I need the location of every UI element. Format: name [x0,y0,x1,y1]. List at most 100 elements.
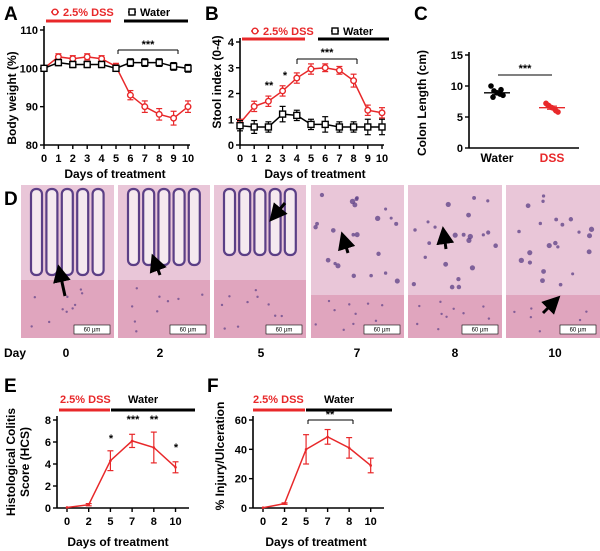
chart-a-xtick-label: 0 [41,153,47,165]
histology-crypt [157,187,171,267]
histology-arrow [149,253,167,276]
histology-nucleus [71,307,74,310]
histology-arrow [436,226,455,250]
chart-a-series [40,53,192,126]
chart-b-point [250,102,258,110]
chart-a-point [69,60,77,69]
histology-nucleus [333,308,336,312]
histology-nucleus [427,241,432,246]
histology-nucleus [546,302,550,305]
chart-b-point [278,110,287,118]
chart-a-legend-dss-label: 2.5% DSS [63,7,114,19]
histology-nucleus [80,292,84,295]
chart-b-ytick-label: 0 [228,140,234,152]
histology-nucleus [449,284,455,290]
chart-b-point [293,111,301,120]
histology-nucleus [73,303,77,307]
chart-e-ylabel-line1: Histological Colitis [4,408,18,516]
histology-nucleus [482,305,485,308]
histology-nucleus [555,301,558,304]
chart-f-point [347,446,351,450]
histology-nucleus [568,217,574,222]
chart-a-xlabel: Days of treatment [64,167,165,181]
histology-nucleus [369,273,373,278]
chart-b-point [378,123,386,131]
histology-nucleus [487,317,491,320]
chart-a-point [126,91,134,99]
histology-scale-box [169,324,207,335]
histology-nucleus [177,297,180,301]
chart-b-ylabel: Stool index (0-4) [210,35,224,128]
chart-b-legend-water-label: Water [343,26,374,38]
histology-nucleus [158,295,161,298]
histology-day-label: 5 [258,346,265,360]
histology-nucleus [351,232,356,237]
chart-a-point [184,103,192,111]
chart-e-point [174,466,177,469]
chart-c-point [500,92,506,99]
histology-nucleus [416,322,419,326]
chart-b-star-day2: ** [265,80,274,92]
chart-a-point [97,60,106,69]
chart-f-axes: 0 20 40 60 0 2 5 7 8 10 [235,415,384,528]
histology-nucleus [61,308,64,311]
chart-e: 0 2 4 6 8 0 2 5 7 8 10 Histological Colitis Score … [4,394,195,549]
chart-e-xtick-label: 7 [129,516,135,528]
histology-crypt [91,187,105,277]
chart-c-point [488,83,494,89]
chart-c-sig: *** [519,63,533,75]
histology-nucleus [335,263,341,269]
histology-arrow [338,231,356,254]
histology-nucleus [553,240,558,246]
chart-a-point [54,58,63,67]
chart-a-point [155,58,163,67]
histology-nucleus [223,327,226,330]
histology-nucleus [352,322,355,326]
histology-nucleus [135,287,139,290]
chart-e-star-day5: * [109,433,114,445]
histology-crypt [268,187,282,257]
histology-nucleus [461,232,466,237]
histology-nucleus [560,222,565,227]
chart-b-series [236,63,386,136]
chart-c-ytick-label: 10 [451,81,463,93]
histology-nucleus [79,288,83,291]
chart-e-axes: 0 2 4 6 8 0 2 5 7 8 10 [45,415,189,528]
histology-nucleus [440,312,443,316]
histology-nucleus [540,278,545,284]
chart-e-ytick-label: 2 [45,481,51,493]
histology-scale-text: 60 µm [276,328,293,334]
histology-nucleus [394,221,399,226]
chart-b-point [279,87,287,95]
chart-b-ytick-label: 1 [228,114,234,126]
chart-a-legend-dss-marker [51,8,59,16]
histology-nucleus [586,249,592,255]
histology-nucleus [130,305,134,308]
chart-c-category-label: DSS [540,151,565,165]
chart-f-ytick-label: 20 [235,474,247,486]
histology-nucleus [413,228,417,232]
chart-e-xtick-label: 10 [169,516,181,528]
histology-nucleus [380,304,384,307]
histology-crypt [29,187,44,277]
histology-nucleus [527,250,533,256]
chart-c-point [490,94,496,100]
chart-b-point [321,64,329,72]
chart-f-sig: ** [326,409,335,421]
histology-nucleus [389,216,393,220]
chart-c-series [484,83,565,115]
chart-b-xtick-label: 6 [322,153,328,165]
histology-scale-box [363,324,401,335]
chart-a-xtick-label: 7 [142,153,148,165]
chart-b-legend-dss-marker [251,27,259,35]
chart-e-xtick-label: 0 [64,516,70,528]
chart-a-point [169,62,178,71]
histology-scale-box [461,324,499,335]
chart-e-point [152,446,156,449]
histology-nucleus [541,269,546,274]
chart-f-point [283,502,286,505]
histology-nucleus [135,330,138,333]
histology-nucleus [354,312,357,316]
chart-e-point [130,439,134,443]
